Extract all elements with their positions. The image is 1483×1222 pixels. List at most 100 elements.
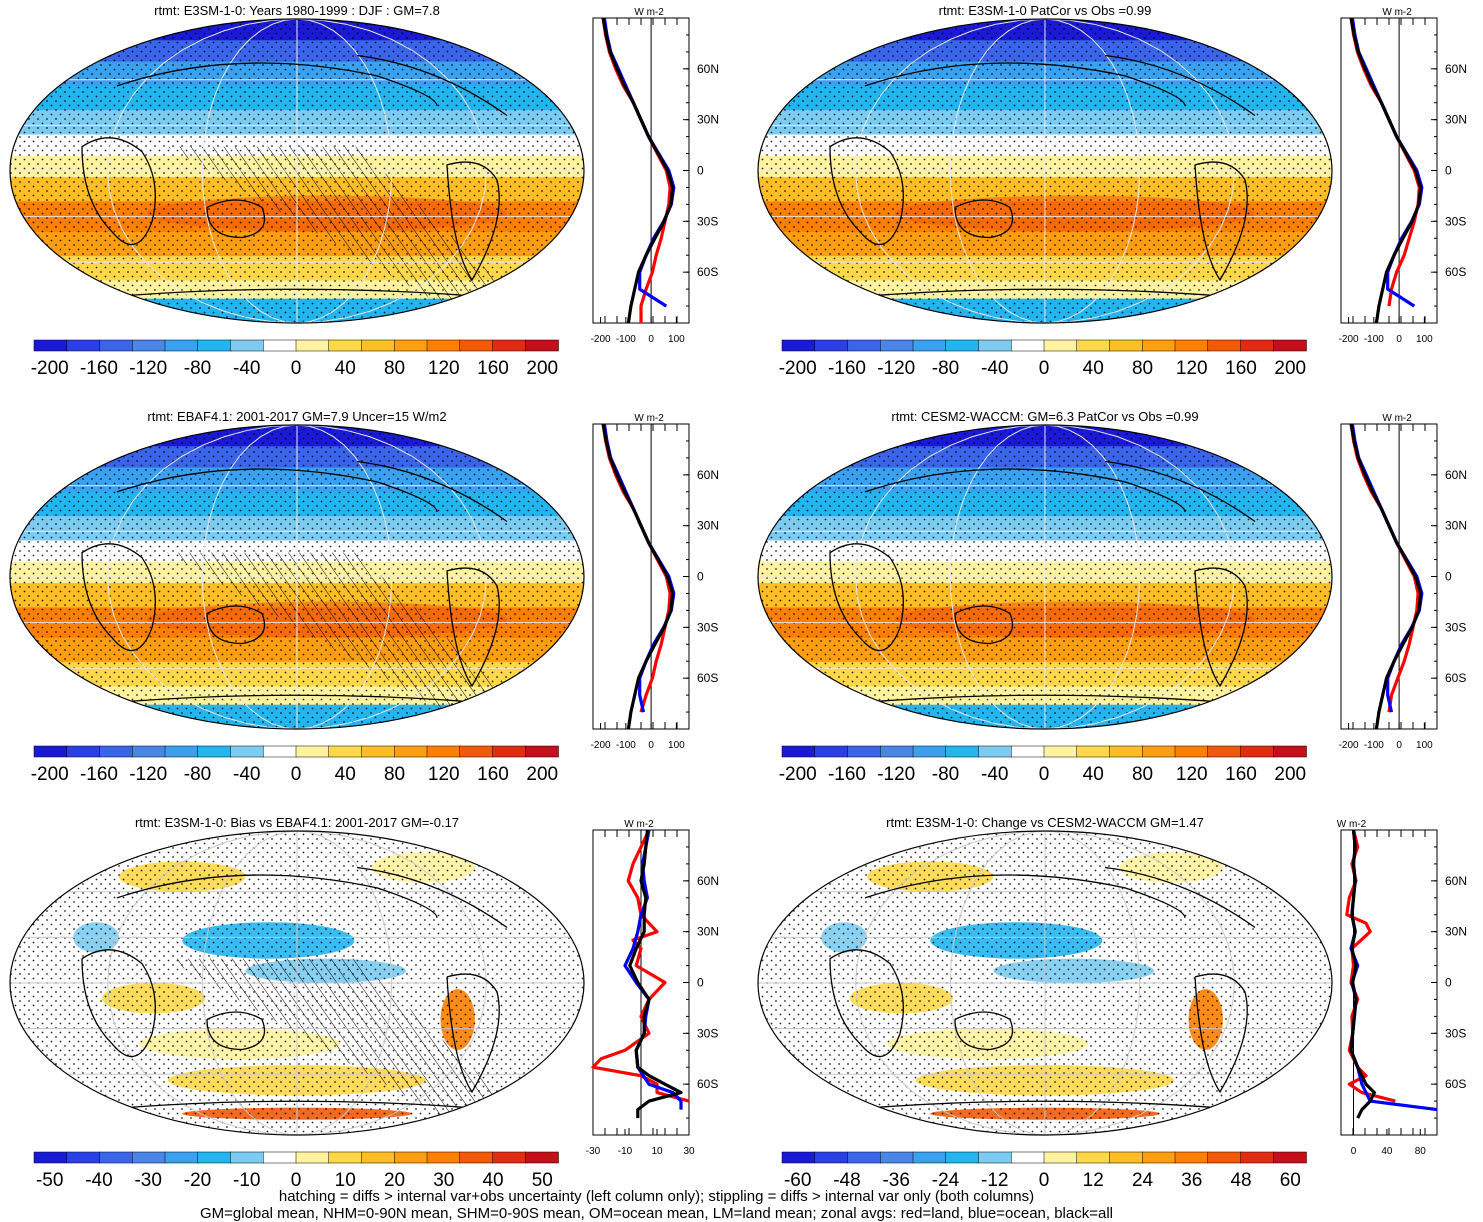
- x-tick-label: 40: [1381, 1146, 1393, 1157]
- colorbar-tick-label: 20: [384, 1170, 405, 1191]
- colorbar-tick-label: 0: [1039, 1170, 1050, 1191]
- colorbar-tick-label: -160: [80, 358, 118, 379]
- map-outline: [757, 424, 1333, 730]
- colorbar-tick-label: 160: [1225, 358, 1257, 379]
- panel-title: rtmt: EBAF4.1: 2001-2017 GM=7.9 Uncer=15…: [147, 409, 446, 424]
- colorbar-cell: [263, 745, 297, 758]
- colorbar-tick-label: -160: [80, 764, 118, 785]
- graticule: [10, 425, 584, 729]
- colorbar-cell: [230, 339, 264, 352]
- x-tick-label: 100: [668, 740, 685, 751]
- zonal-units: W m-2: [1382, 7, 1412, 18]
- panel-title: rtmt: CESM2-WACCM: GM=6.3 PatCor vs Obs …: [891, 409, 1198, 424]
- graticule: [10, 19, 584, 323]
- colorbar-cell: [1207, 339, 1242, 352]
- x-tick-label: 0: [1351, 1146, 1357, 1157]
- colorbar-tick-label: 200: [1274, 764, 1306, 785]
- colorbar-cell: [978, 339, 1012, 352]
- colorbar-cell: [1076, 1151, 1111, 1164]
- hatching: [167, 958, 527, 1120]
- lat-label: 60S: [697, 265, 718, 279]
- colorbar-tick-label: 0: [291, 764, 302, 785]
- colorbar-tick-label: -60: [784, 1170, 811, 1191]
- colorbar-cell: [328, 339, 363, 352]
- zonal-units: W m-2: [1337, 819, 1367, 830]
- colorbar-cell: [847, 339, 881, 352]
- colorbar-cell: [814, 745, 849, 758]
- colorbar-cell: [847, 1151, 881, 1164]
- colorbar-cell: [66, 339, 101, 352]
- panel-6: rtmt: E3SM-1-0: Change vs CESM2-WACCM GM…: [757, 815, 1467, 1191]
- colorbar-cell: [459, 339, 494, 352]
- map-outline: [9, 424, 585, 730]
- x-tick-label: 30: [683, 1146, 695, 1157]
- colorbar-cell: [99, 339, 133, 352]
- x-tick-label: -100: [616, 740, 636, 751]
- colorbar-cell: [1273, 1151, 1307, 1164]
- colorbar-tick-label: 200: [1274, 358, 1306, 379]
- colorbar-cell: [1207, 745, 1242, 758]
- lat-label: 0: [1445, 164, 1452, 178]
- x-tick-label: 100: [1416, 740, 1433, 751]
- colorbar-cell: [295, 1151, 330, 1164]
- colorbar-tick-label: 40: [1083, 358, 1104, 379]
- colorbar-cell: [880, 1151, 914, 1164]
- x-tick-label: -200: [591, 740, 611, 751]
- colorbar-tick-label: 160: [477, 764, 509, 785]
- colorbar-cell: [1011, 339, 1045, 352]
- colorbar-cell: [459, 1151, 494, 1164]
- colorbar-tick-label: 12: [1083, 1170, 1104, 1191]
- graticule: [758, 425, 1332, 729]
- zonal-units: W m-2: [624, 819, 654, 830]
- colorbar-cell: [1109, 745, 1143, 758]
- map-outline: [757, 18, 1333, 324]
- lat-label: 60N: [697, 468, 719, 482]
- colorbar-tick-label: 80: [1132, 764, 1153, 785]
- colorbar-tick-label: -10: [233, 1170, 260, 1191]
- colorbar-tick-label: -40: [85, 1170, 112, 1191]
- zonal-units: W m-2: [1382, 413, 1412, 424]
- colorbar-cell: [66, 745, 101, 758]
- lat-label: 0: [697, 976, 704, 990]
- colorbar-tick-label: 80: [384, 764, 405, 785]
- colorbar-cell: [1043, 1151, 1078, 1164]
- colorbar-cell: [230, 745, 264, 758]
- lat-label: 30N: [1445, 925, 1467, 939]
- zonal-series-line: [1349, 17, 1423, 324]
- colorbar-tick-label: -80: [932, 358, 959, 379]
- colorbar-cell: [1142, 1151, 1176, 1164]
- colorbar-tick-label: -120: [129, 358, 167, 379]
- colorbar-cell: [295, 339, 330, 352]
- colorbar-cell: [1240, 339, 1274, 352]
- colorbar-cell: [33, 1151, 68, 1164]
- colorbar-cell: [525, 1151, 559, 1164]
- colorbar-cell: [814, 339, 849, 352]
- colorbar-cell: [164, 1151, 199, 1164]
- colorbar-cell: [1142, 339, 1176, 352]
- x-tick-label: 100: [668, 334, 685, 345]
- map-field: [10, 831, 584, 1135]
- colorbar-tick-label: -48: [833, 1170, 860, 1191]
- colorbar-cell: [328, 745, 363, 758]
- colorbar-cell: [912, 339, 947, 352]
- lat-label: 60S: [1445, 1077, 1466, 1091]
- map-field: [10, 425, 584, 729]
- x-tick-label: -100: [1364, 334, 1384, 345]
- lat-label: 30S: [1445, 1026, 1466, 1040]
- colorbar-cell: [426, 745, 461, 758]
- lat-label: 60S: [697, 1077, 718, 1091]
- panel-1: rtmt: E3SM-1-0: Years 1980-1999 : DJF : …: [9, 3, 719, 379]
- colorbar-tick-label: -40: [233, 764, 260, 785]
- colorbar-tick-label: 200: [526, 764, 558, 785]
- colorbar-tick-label: -160: [828, 358, 866, 379]
- colorbar-tick-label: 40: [335, 764, 356, 785]
- colorbar-tick-label: 120: [1176, 358, 1208, 379]
- colorbar-cell: [1043, 339, 1078, 352]
- map-field: [10, 19, 584, 323]
- colorbar-cell: [781, 745, 816, 758]
- colorbar-tick-label: -200: [779, 764, 817, 785]
- zonal-series-line: [1349, 423, 1423, 730]
- colorbar-tick-label: 0: [291, 358, 302, 379]
- panel-title: rtmt: E3SM-1-0: Change vs CESM2-WACCM GM…: [886, 815, 1204, 830]
